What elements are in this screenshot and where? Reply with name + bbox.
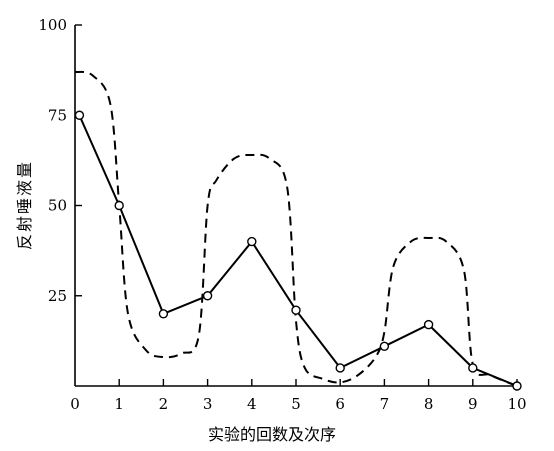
data-point [247, 236, 257, 247]
y-tick-label: 50 [48, 197, 67, 215]
y-tick-label: 75 [48, 106, 67, 124]
x-tick-label: 9 [468, 395, 478, 413]
data-point [202, 291, 213, 301]
axes [74, 25, 519, 387]
y-tick-label: 25 [48, 287, 67, 305]
x-tick-label: 4 [247, 395, 257, 413]
x-tick-label: 10 [507, 395, 526, 413]
ticks [75, 24, 518, 386]
dashed-series-line [74, 70, 518, 387]
data-point [335, 363, 345, 373]
data-point [423, 319, 434, 330]
data-point [512, 381, 522, 391]
data-point [379, 341, 390, 351]
x-tick-label: 2 [159, 395, 169, 413]
y-axis-title: 反射唾液量 [15, 160, 34, 250]
x-tick-label: 5 [291, 395, 301, 413]
x-tick-label: 1 [114, 395, 124, 413]
x-tick-label: 6 [335, 395, 345, 413]
tick-labels: 0 1 2 3 4 5 6 7 8 9 10 25 50 75 100 [38, 16, 526, 413]
x-tick-label: 7 [380, 395, 390, 413]
x-tick-label: 3 [203, 395, 213, 413]
data-point [74, 110, 85, 120]
data-point [158, 309, 169, 319]
x-tick-label: 8 [424, 395, 434, 413]
y-tick-label: 100 [38, 16, 67, 34]
data-point [468, 363, 478, 373]
x-tick-label: 0 [70, 395, 80, 413]
x-axis-title: 实验的回数及次序 [208, 425, 336, 444]
data-point [291, 305, 301, 315]
data-point [114, 200, 124, 211]
points [74, 110, 522, 391]
series [74, 70, 518, 387]
